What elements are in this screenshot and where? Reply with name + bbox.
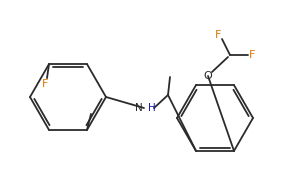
Text: F: F	[42, 79, 48, 89]
Text: N: N	[135, 103, 143, 113]
Text: H: H	[148, 103, 156, 113]
Text: F: F	[249, 50, 255, 60]
Text: F: F	[215, 30, 221, 40]
Text: O: O	[203, 71, 212, 81]
